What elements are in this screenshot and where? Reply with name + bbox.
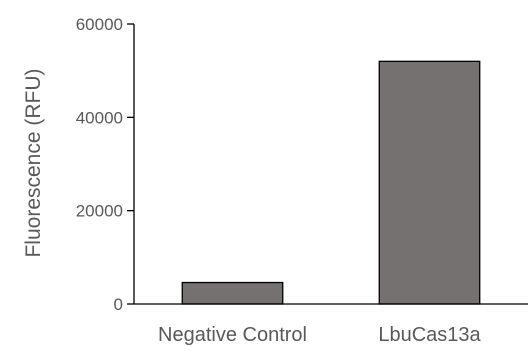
y-tick-label: 60000: [76, 15, 123, 34]
x-axis-labels: Negative Control LbuCas13a: [158, 324, 482, 346]
y-tick-label: 0: [114, 295, 123, 314]
bars: [181, 60, 481, 305]
y-axis-ticks: 0 20000 40000 60000: [76, 15, 134, 314]
bar: [181, 281, 284, 305]
y-axis-title: Fluorescence (RFU): [22, 68, 45, 257]
bar: [378, 60, 481, 305]
x-category-label: LbuCas13a: [378, 324, 481, 346]
y-tick-label: 40000: [76, 108, 123, 127]
x-category-label: Negative Control: [158, 324, 307, 346]
y-tick-label: 20000: [76, 202, 123, 221]
